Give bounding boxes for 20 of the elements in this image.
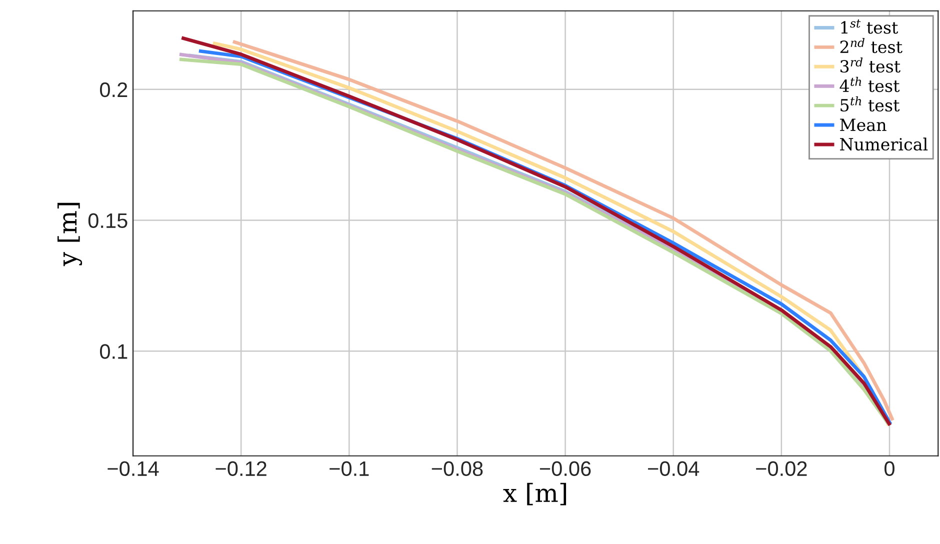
legend-label: 1$^{st}$ test (841, 20, 898, 34)
x-tick-label: −0.04 (648, 461, 700, 476)
y-axis-title: y [m] (58, 202, 82, 266)
legend-label: Mean (840, 118, 886, 132)
x-tick-label: −0.06 (540, 461, 591, 476)
legend-label: 4$^{th}$ test (840, 76, 900, 92)
x-tick-label: 0 (884, 461, 894, 476)
y-tick-label: 0.15 (88, 213, 128, 228)
y-tick-label: 0.2 (100, 82, 128, 98)
x-axis-title: x [m] (503, 482, 566, 506)
y-tick-label: 0.1 (100, 344, 128, 359)
legend-label: 2$^{nd}$ test (840, 38, 902, 54)
x-tick-label: −0.02 (756, 461, 807, 476)
x-tick-label: −0.08 (432, 461, 483, 476)
x-tick-label: −0.14 (108, 461, 159, 476)
legend-label: Numerical (840, 138, 928, 151)
legend-label: 3$^{rd}$ test (840, 57, 900, 73)
x-tick-label: −0.1 (330, 461, 369, 476)
legend-label: 5$^{th}$ test (840, 96, 900, 112)
x-tick-label: −0.12 (216, 461, 266, 476)
